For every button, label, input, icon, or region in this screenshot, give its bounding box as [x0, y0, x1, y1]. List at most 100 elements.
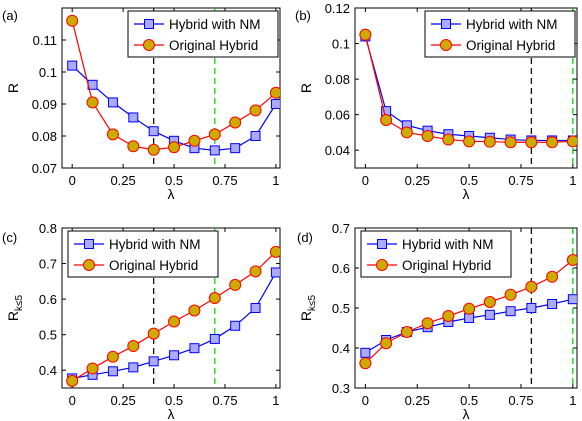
- y-axis-label-main: R: [5, 83, 21, 93]
- x-tick-label: 1: [569, 173, 576, 188]
- x-tick-label: 0.5: [460, 173, 478, 188]
- data-point-circle: [229, 278, 242, 291]
- x-tick-label: 0.25: [110, 393, 135, 408]
- data-layer: [359, 28, 577, 149]
- data-point-square: [270, 267, 280, 278]
- data-point-circle: [525, 280, 538, 293]
- data-point-square: [148, 356, 159, 367]
- axes-frame: [61, 227, 281, 389]
- x-tick-label: 0.5: [460, 393, 478, 408]
- x-tick-label: 0: [362, 173, 369, 188]
- data-point-square: [189, 343, 200, 354]
- legend-label: Hybrid with NM: [169, 17, 261, 32]
- legend-marker-square: [84, 239, 94, 249]
- data-point-circle: [269, 86, 280, 99]
- x-tick-label: 0.75: [508, 173, 533, 188]
- data-point-square: [107, 366, 118, 377]
- data-point-square: [107, 97, 118, 108]
- legend: Hybrid with NM Original Hybrid: [424, 10, 576, 58]
- data-point-circle: [86, 362, 99, 375]
- data-point-circle: [229, 116, 242, 129]
- y-axis-label-sub: k≤5: [14, 294, 25, 310]
- data-point-circle: [249, 265, 262, 278]
- axes-frame: [61, 7, 281, 169]
- data-point-circle: [359, 357, 372, 370]
- y-tick-label: 0.1: [39, 65, 57, 80]
- data-point-circle: [421, 130, 434, 142]
- data-point-circle: [566, 135, 577, 148]
- y-tick-label: 0.5: [332, 301, 350, 316]
- x-tick-label: 0.25: [405, 173, 430, 188]
- data-point-circle: [66, 374, 79, 387]
- data-point-circle: [504, 288, 517, 301]
- data-point-circle: [269, 245, 280, 258]
- y-tick-label: 0.6: [332, 261, 350, 276]
- data-point-circle: [546, 270, 559, 283]
- x-tick-label: 0: [69, 393, 76, 408]
- legend-marker-circle: [376, 259, 388, 271]
- data-point-circle: [525, 136, 538, 149]
- y-axis-label-sub: k≤5: [307, 294, 318, 310]
- data-point-circle: [127, 140, 140, 153]
- x-tick-label: 0.75: [212, 393, 237, 408]
- legend-label: Original Hybrid: [109, 258, 198, 273]
- data-point-circle: [168, 315, 181, 328]
- y-axis-label-main: R: [298, 83, 314, 93]
- data-point-circle: [208, 292, 221, 305]
- data-point-circle: [188, 304, 201, 317]
- x-axis-label: λ: [463, 186, 470, 202]
- y-tick-label: 0.08: [32, 129, 57, 144]
- y-tick-label: 0.4: [332, 341, 350, 356]
- panel-b: (b) 0 0.25 0.5 0.75 1 0.04 0.06 0.08 0.1 0.12 λ R Hyb…: [295, 1, 578, 202]
- y-tick-label: 0.3: [332, 381, 350, 396]
- y-axis-label-main: R: [5, 311, 21, 321]
- data-layer: [66, 14, 280, 156]
- x-axis-label: λ: [168, 186, 175, 202]
- y-tick-label: 0.12: [325, 1, 350, 16]
- data-point-circle: [566, 254, 577, 266]
- y-axis-label: Rk≤5: [298, 294, 318, 321]
- data-point-square: [209, 333, 220, 344]
- data-point-circle: [147, 327, 160, 340]
- data-point-circle: [127, 340, 140, 353]
- data-point-circle: [442, 133, 455, 146]
- legend-label: Original Hybrid: [169, 38, 258, 53]
- data-point-circle: [86, 96, 99, 109]
- y-axis-label: R: [298, 83, 314, 93]
- x-axis-label: λ: [168, 406, 175, 421]
- data-point-square: [464, 313, 475, 323]
- x-tick-label: 0.75: [508, 393, 533, 408]
- y-tick-label: 0.4: [39, 363, 57, 378]
- data-point-circle: [380, 114, 393, 126]
- x-tick-label: 0.5: [165, 173, 183, 188]
- data-point-square: [148, 126, 159, 137]
- data-point-square: [250, 303, 261, 313]
- data-point-square: [230, 320, 241, 331]
- y-tick-label: 0.04: [325, 143, 350, 158]
- legend-label: Hybrid with NM: [466, 17, 558, 32]
- data-point-circle: [504, 136, 517, 149]
- x-tick-label: 0.5: [165, 393, 183, 408]
- data-point-square: [547, 299, 558, 309]
- data-point-circle: [442, 310, 455, 322]
- legend-label: Original Hybrid: [402, 258, 491, 273]
- legend: Hybrid with NM Original Hybrid: [360, 230, 512, 278]
- data-point-square: [128, 112, 139, 123]
- axes-frame: [354, 7, 578, 169]
- y-axis-label: Rk≤5: [5, 294, 25, 321]
- data-point-circle: [400, 326, 413, 338]
- x-tick-label: 0: [69, 173, 76, 188]
- y-tick-label: 0.09: [32, 97, 57, 112]
- data-point-square: [270, 99, 280, 109]
- y-axis-label-main: R: [298, 311, 314, 321]
- legend-marker-circle: [83, 259, 95, 271]
- data-point-circle: [463, 135, 476, 148]
- panel-label: (d): [297, 230, 313, 245]
- panel-label: (c): [2, 230, 17, 245]
- data-point-circle: [483, 135, 496, 148]
- data-point-circle: [106, 128, 119, 141]
- data-point-circle: [168, 141, 181, 154]
- y-tick-label: 0.8: [39, 221, 57, 236]
- y-tick-label: 0.11: [33, 33, 57, 48]
- legend-marker-circle: [440, 39, 452, 51]
